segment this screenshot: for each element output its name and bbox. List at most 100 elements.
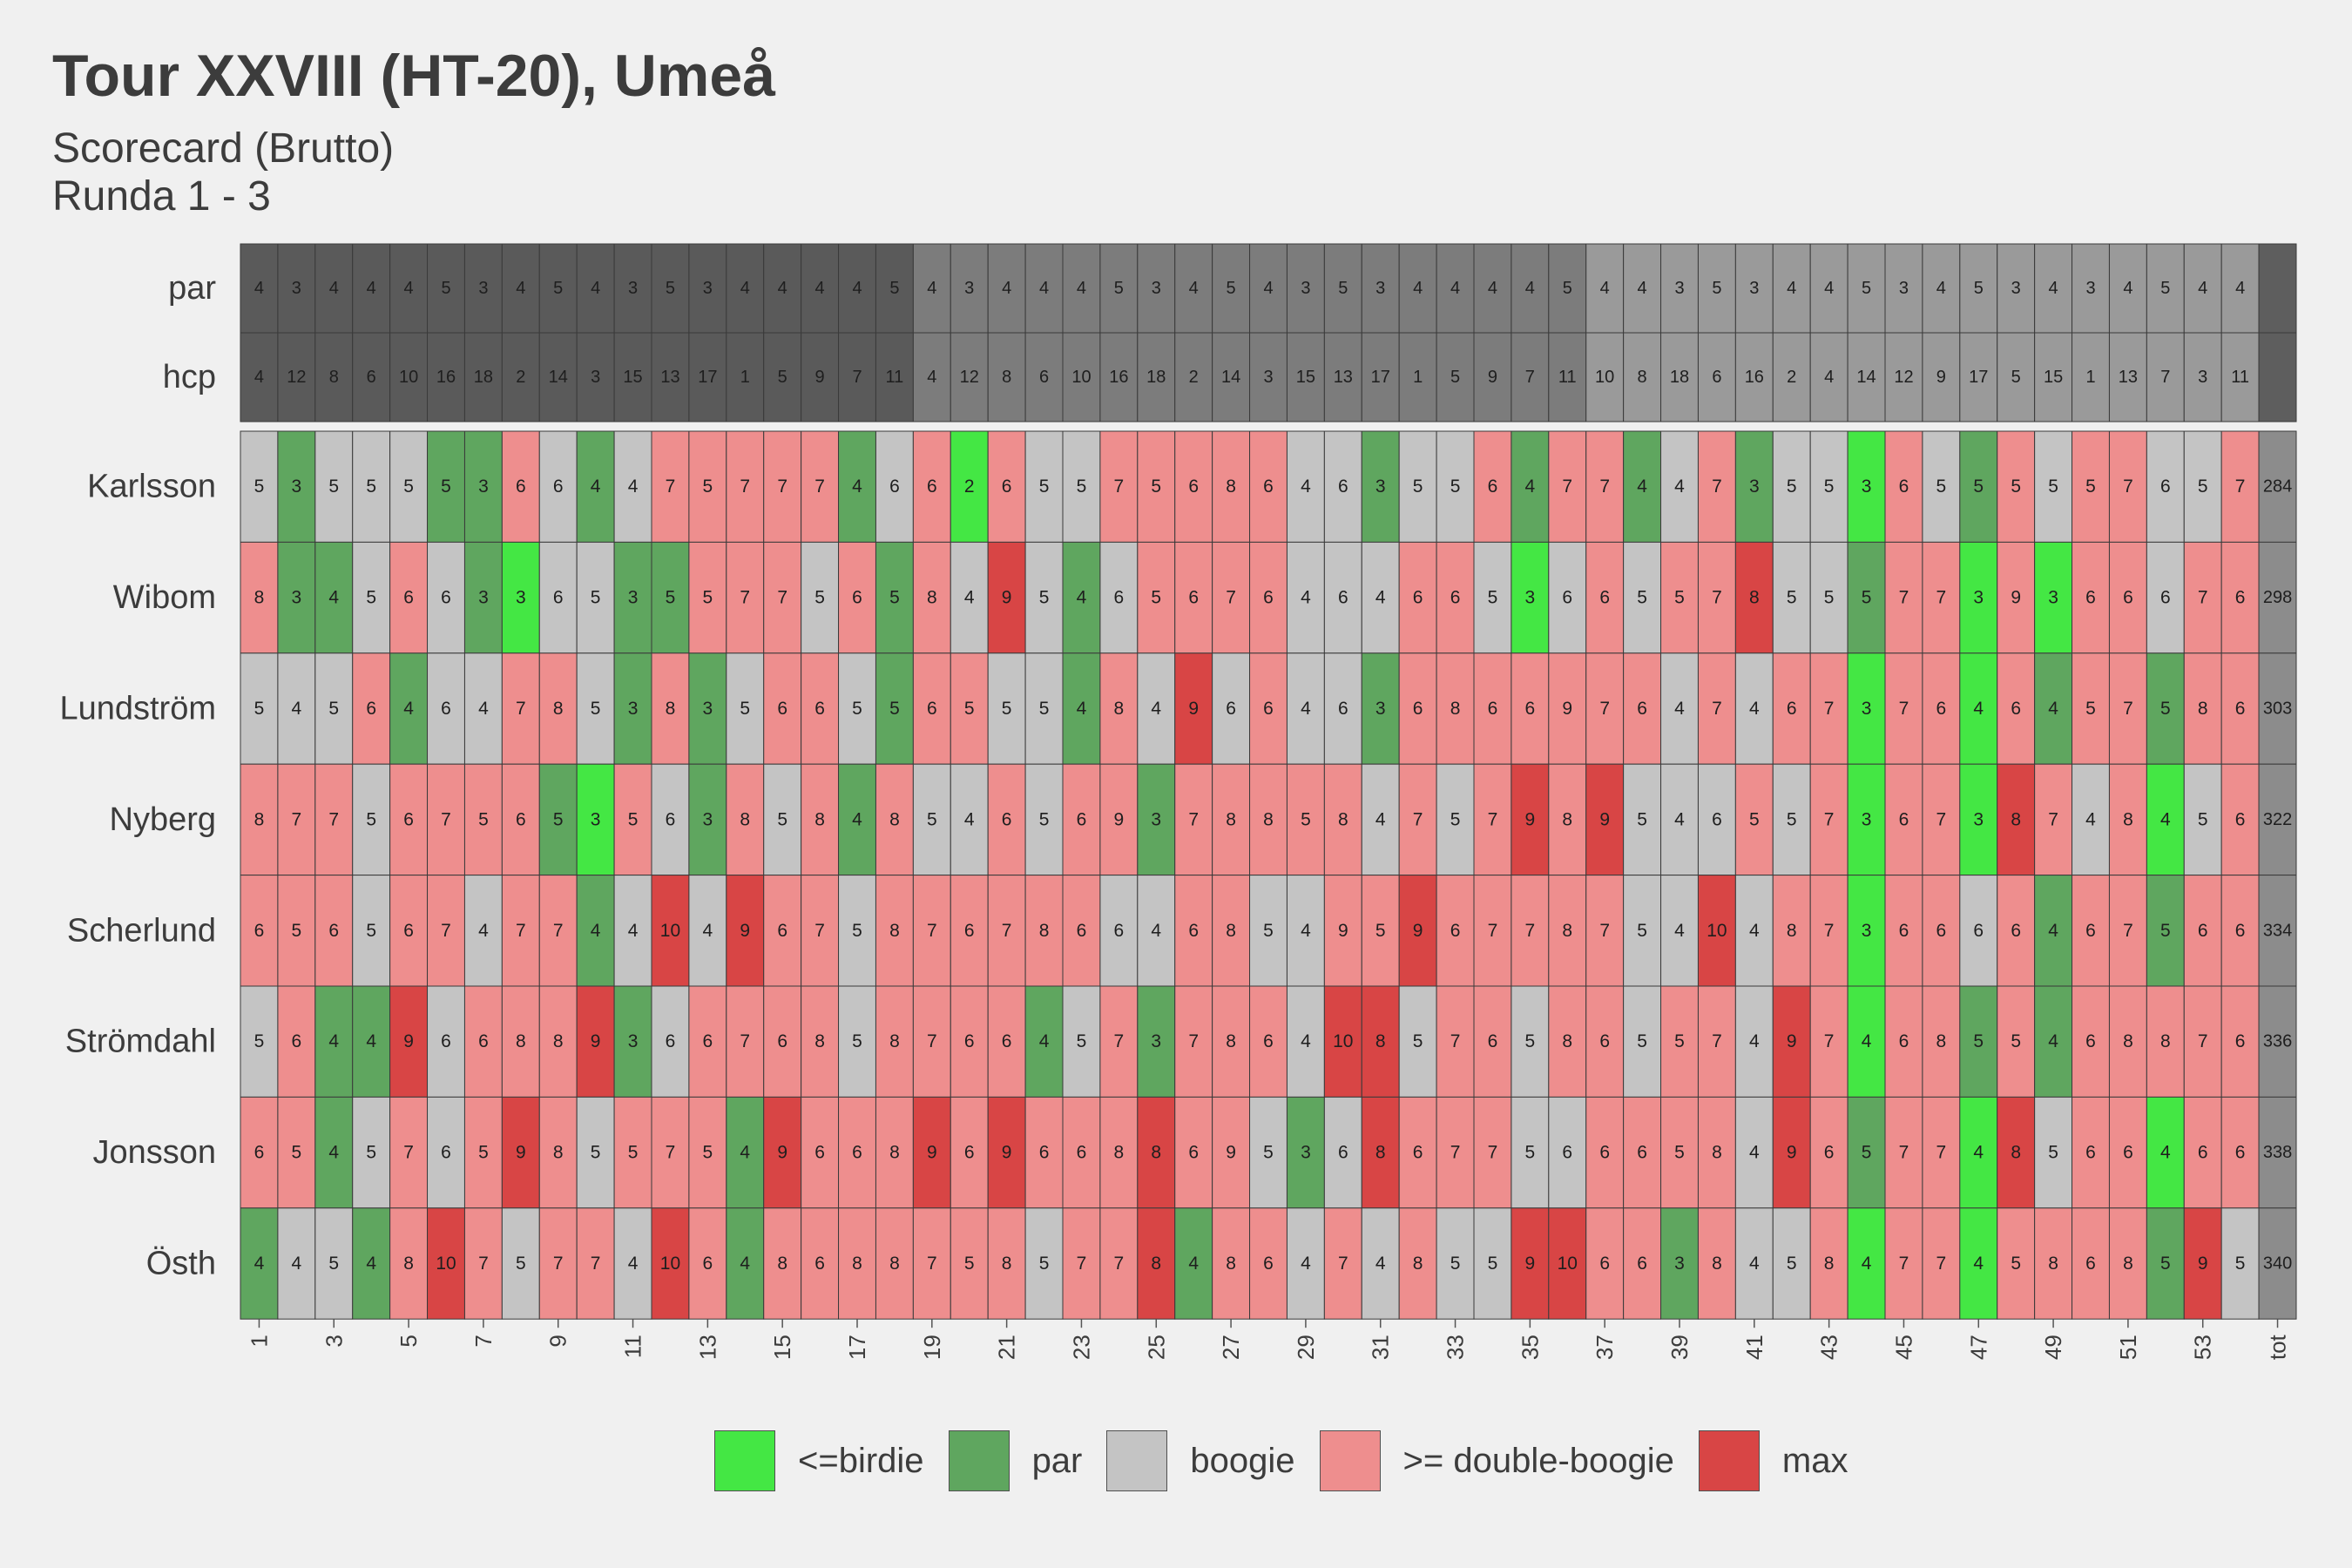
- hcp-value: 3: [1263, 368, 1273, 387]
- score-cell: [1772, 763, 1811, 876]
- score-value: 5: [889, 588, 900, 608]
- score-value: 4: [1375, 588, 1386, 608]
- score-value: 7: [1712, 1031, 1722, 1051]
- x-tick-label: 43: [1816, 1335, 1842, 1360]
- score-value: 7: [777, 588, 787, 608]
- score-cell: [1734, 875, 1774, 987]
- score-value: 5: [366, 588, 376, 608]
- score-value: 6: [1973, 921, 1984, 941]
- score-cell: [427, 763, 465, 876]
- score-cell: [801, 541, 840, 654]
- score-cell: [987, 985, 1026, 1098]
- score-value: 5: [1787, 476, 1797, 497]
- score-value: 6: [1787, 699, 1797, 719]
- score-value: 7: [1450, 1143, 1461, 1163]
- score-cell: [613, 430, 652, 543]
- score-cell: [1809, 985, 1848, 1098]
- score-value: 8: [553, 1031, 564, 1051]
- score-value: 6: [814, 699, 825, 719]
- score-cell: [314, 1096, 354, 1209]
- player-name: Jonsson: [92, 1134, 216, 1171]
- par-value: 5: [2160, 279, 2170, 298]
- par-value: 4: [329, 279, 339, 298]
- hcp-value: 11: [2231, 368, 2249, 387]
- score-cell: [1997, 985, 2036, 1098]
- hcp-value: 18: [1146, 368, 1166, 387]
- score-value: 6: [1488, 476, 1498, 497]
- score-value: 6: [1562, 1143, 1572, 1163]
- score-value: 6: [2011, 699, 2021, 719]
- score-value: 7: [1824, 921, 1835, 941]
- score-cell: [1398, 430, 1437, 543]
- par-cell: [1212, 243, 1251, 334]
- score-value: 8: [777, 1254, 787, 1274]
- score-value: 6: [777, 699, 787, 719]
- score-value: 8: [1151, 1254, 1161, 1274]
- par-cell: [2183, 243, 2222, 334]
- score-cell: [1286, 985, 1325, 1098]
- score-value: 7: [1226, 588, 1236, 608]
- total-value: 322: [2263, 810, 2292, 829]
- score-value: 4: [591, 921, 601, 941]
- score-cell: [1884, 430, 1923, 543]
- hcp-cell: [2034, 332, 2073, 422]
- score-cell: [1772, 875, 1811, 987]
- score-cell: [1585, 430, 1625, 543]
- x-tick-label: 33: [1443, 1335, 1469, 1360]
- hcp-value: 17: [1969, 368, 1988, 387]
- score-value: 6: [478, 1031, 489, 1051]
- score-value: 6: [1637, 1143, 1647, 1163]
- score-value: 3: [1973, 809, 1984, 829]
- score-value: 6: [2011, 921, 2021, 941]
- score-cell: [352, 763, 391, 876]
- score-value: 5: [703, 1143, 713, 1163]
- score-value: 3: [1301, 1143, 1311, 1163]
- score-value: 3: [516, 588, 526, 608]
- score-cell: [1847, 875, 1886, 987]
- score-value: 6: [1188, 476, 1199, 497]
- score-value: 7: [1488, 809, 1498, 829]
- par-value: 4: [1525, 279, 1535, 298]
- score-cell: [1922, 875, 1961, 987]
- score-value: 4: [2085, 809, 2096, 829]
- score-cell: [2183, 1207, 2222, 1320]
- par-value: 4: [2198, 279, 2207, 298]
- legend-swatch: [714, 1430, 775, 1491]
- score-cell: [314, 430, 354, 543]
- score-value: 6: [964, 921, 975, 941]
- score-value: 8: [2123, 809, 2133, 829]
- score-value: 6: [703, 1031, 713, 1051]
- score-value: 3: [703, 809, 713, 829]
- score-value: 8: [1413, 1254, 1423, 1274]
- score-cell: [389, 985, 429, 1098]
- score-value: 4: [740, 1143, 750, 1163]
- score-cell: [463, 1096, 503, 1209]
- score-cell: [651, 652, 690, 765]
- score-cell: [1099, 985, 1139, 1098]
- score-value: 4: [1301, 476, 1311, 497]
- x-tick-label: 11: [620, 1335, 646, 1358]
- chart-round-range: Runda 1 - 3: [52, 173, 271, 220]
- score-cell: [987, 763, 1026, 876]
- score-value: 5: [1039, 809, 1050, 829]
- player-name: Wibom: [113, 579, 216, 616]
- score-cell: [1959, 985, 1998, 1098]
- score-value: 6: [1226, 699, 1236, 719]
- score-cell: [2034, 1096, 2073, 1209]
- score-cell: [1623, 985, 1662, 1098]
- score-cell: [950, 763, 989, 876]
- x-tick-label: 25: [1143, 1335, 1169, 1360]
- score-value: 5: [1862, 588, 1872, 608]
- x-tick-label: 23: [1068, 1335, 1094, 1360]
- score-value: 4: [1077, 699, 1087, 719]
- score-value: 5: [1674, 588, 1685, 608]
- score-cell: [1623, 763, 1662, 876]
- score-value: 4: [366, 1031, 376, 1051]
- x-tick-label: 21: [994, 1335, 1020, 1360]
- score-value: 5: [2198, 476, 2208, 497]
- score-value: 8: [1226, 921, 1236, 941]
- score-cell: [1623, 541, 1662, 654]
- hcp-value: 6: [1712, 368, 1721, 387]
- score-value: 6: [1413, 588, 1423, 608]
- score-cell: [2034, 541, 2073, 654]
